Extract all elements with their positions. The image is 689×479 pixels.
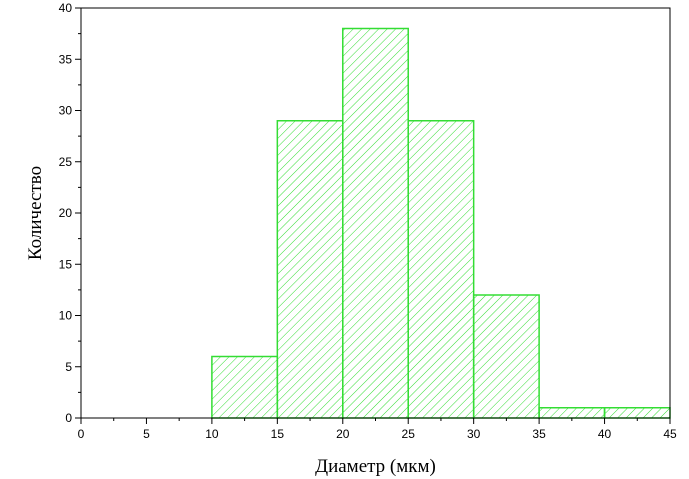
histogram-bar bbox=[603, 407, 671, 419]
x-axis-title: Диаметр (мкм) bbox=[315, 456, 436, 477]
x-axis: 0 5 10 15 20 25 30 35 40 45 bbox=[78, 418, 677, 441]
y-axis: 0 5 10 15 20 25 30 35 40 bbox=[59, 1, 81, 425]
histogram-bar bbox=[538, 407, 606, 419]
y-tick-label: 35 bbox=[59, 52, 73, 66]
x-tick-label: 10 bbox=[205, 427, 219, 441]
y-axis-title: Количество bbox=[25, 166, 46, 260]
y-tick-label: 5 bbox=[65, 360, 72, 374]
x-tick-label: 20 bbox=[336, 427, 350, 441]
bars-group bbox=[211, 27, 671, 419]
histogram-bar bbox=[276, 120, 344, 419]
y-tick-label: 10 bbox=[59, 309, 73, 323]
x-tick-label: 35 bbox=[532, 427, 546, 441]
x-tick-label: 45 bbox=[663, 427, 677, 441]
x-tick-label: 25 bbox=[402, 427, 416, 441]
x-tick-label: 30 bbox=[467, 427, 481, 441]
x-tick-label: 0 bbox=[78, 427, 85, 441]
y-tick-label: 40 bbox=[59, 1, 73, 15]
y-tick-label: 0 bbox=[65, 411, 72, 425]
y-tick-label: 30 bbox=[59, 104, 73, 118]
histogram-bar bbox=[342, 27, 409, 419]
x-tick-label: 15 bbox=[271, 427, 285, 441]
histogram-bar bbox=[407, 120, 475, 419]
x-tick-label: 40 bbox=[598, 427, 612, 441]
y-tick-label: 15 bbox=[59, 257, 73, 271]
histogram-bar bbox=[211, 355, 279, 419]
y-tick-label: 20 bbox=[59, 206, 73, 220]
x-tick-label: 5 bbox=[143, 427, 150, 441]
histogram-bar bbox=[472, 294, 540, 419]
y-tick-label: 25 bbox=[59, 155, 73, 169]
